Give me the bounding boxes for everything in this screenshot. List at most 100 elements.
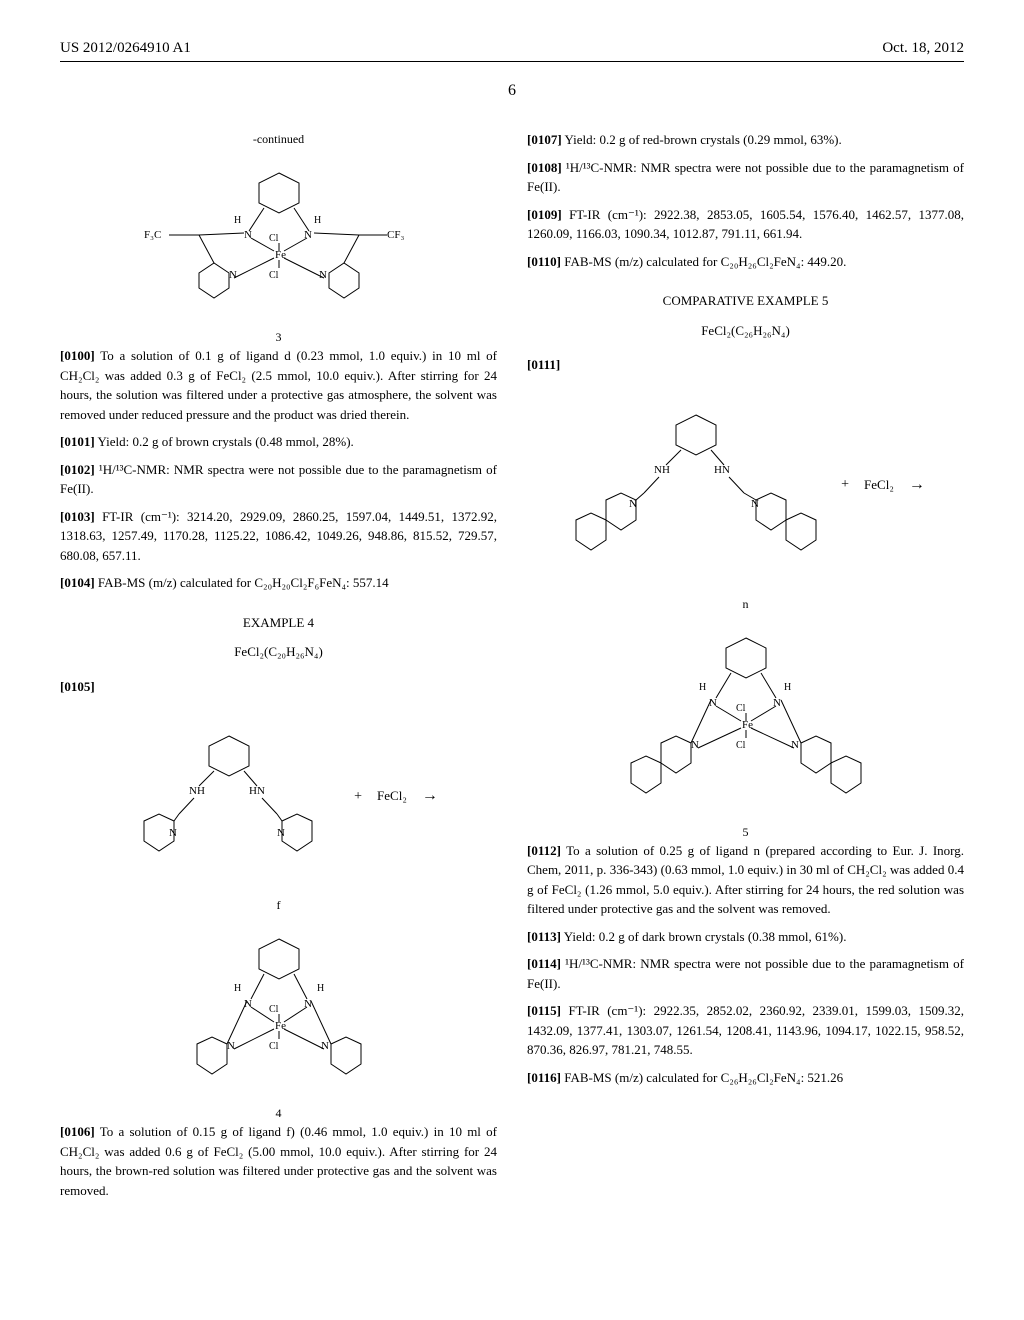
left-column: -continued Fe Cl Cl N N N N H H xyxy=(60,130,497,1208)
paragraph-0103: [0103] FT-IR (cm⁻¹): 3214.20, 2929.09, 2… xyxy=(60,507,497,566)
reaction-arrow-icon: → xyxy=(909,473,925,497)
para-number: [0101] xyxy=(60,434,95,449)
svg-text:N: N xyxy=(229,269,237,281)
para-number: [0107] xyxy=(527,132,562,147)
para-text: FT-IR (cm⁻¹): 2922.35, 2852.02, 2360.92,… xyxy=(527,1003,964,1057)
publication-date: Oct. 18, 2012 xyxy=(882,40,964,57)
svg-text:Cl: Cl xyxy=(269,233,279,244)
structure-3-label: 3 xyxy=(60,328,497,346)
para-text: FT-IR (cm⁻¹): 3214.20, 2929.09, 2860.25,… xyxy=(60,509,497,563)
paragraph-0111: [0111] xyxy=(527,355,964,375)
plus-sign: + xyxy=(354,786,362,807)
structure-4-label: 4 xyxy=(60,1104,497,1122)
plus-sign: + xyxy=(841,474,849,495)
para-number: [0102] xyxy=(60,462,95,477)
paragraph-0105: [0105] xyxy=(60,677,497,697)
svg-text:Cl: Cl xyxy=(269,1004,279,1015)
para-number: [0114] xyxy=(527,956,561,971)
svg-text:NH: NH xyxy=(654,464,670,476)
reagent-fecl2: FeCl₂ xyxy=(864,475,894,495)
svg-text:NH: NH xyxy=(189,785,205,797)
para-text: ¹H/¹³C-NMR: NMR spectra were not possibl… xyxy=(60,462,497,497)
publication-number: US 2012/0264910 A1 xyxy=(60,40,191,57)
para-text: Yield: 0.2 g of brown crystals (0.48 mmo… xyxy=(97,434,353,449)
svg-text:N: N xyxy=(169,827,177,839)
para-number: [0108] xyxy=(527,160,562,175)
paragraph-0110: [0110] FAB-MS (m/z) calculated for C₂₀H₂… xyxy=(527,252,964,272)
svg-text:H: H xyxy=(784,682,791,693)
paragraph-0100: [0100] To a solution of 0.1 g of ligand … xyxy=(60,346,497,424)
para-text: ¹H/¹³C-NMR: NMR spectra were not possibl… xyxy=(527,956,964,991)
para-text: To a solution of 0.1 g of ligand d (0.23… xyxy=(60,348,497,422)
right-column: [0107] Yield: 0.2 g of red-brown crystal… xyxy=(527,130,964,1208)
para-text: FAB-MS (m/z) calculated for C₂₀H₂₀Cl₂F₆F… xyxy=(98,575,389,590)
para-text: FT-IR (cm⁻¹): 2922.38, 2853.05, 1605.54,… xyxy=(527,207,964,242)
para-number: [0110] xyxy=(527,254,561,269)
svg-text:CF₃: CF₃ xyxy=(387,229,404,241)
para-number: [0116] xyxy=(527,1070,561,1085)
reaction-scheme-4: NH HN N N + xyxy=(60,711,497,881)
svg-text:HN: HN xyxy=(249,785,265,797)
svg-text:N: N xyxy=(319,269,327,281)
paragraph-0113: [0113] Yield: 0.2 g of dark brown crysta… xyxy=(527,927,964,947)
para-text: FAB-MS (m/z) calculated for C₂₀H₂₆Cl₂FeN… xyxy=(564,254,846,269)
svg-text:Cl: Cl xyxy=(736,703,746,714)
svg-text:H: H xyxy=(699,682,706,693)
para-number: [0105] xyxy=(60,679,95,694)
para-number: [0111] xyxy=(527,357,560,372)
para-number: [0103] xyxy=(60,509,95,524)
paragraph-0109: [0109] FT-IR (cm⁻¹): 2922.38, 2853.05, 1… xyxy=(527,205,964,244)
svg-text:H: H xyxy=(317,983,324,994)
svg-text:H: H xyxy=(234,983,241,994)
comparative-example-5-title: COMPARATIVE EXAMPLE 5 xyxy=(527,291,964,311)
example-4-title: EXAMPLE 4 xyxy=(60,613,497,633)
chemical-structure-3: Fe Cl Cl N N N N H H xyxy=(60,163,497,313)
svg-text:H: H xyxy=(314,215,321,226)
para-number: [0112] xyxy=(527,843,561,858)
paragraph-0106: [0106] To a solution of 0.15 g of ligand… xyxy=(60,1122,497,1200)
two-column-layout: -continued Fe Cl Cl N N N N H H xyxy=(60,130,964,1208)
svg-text:N: N xyxy=(791,739,799,751)
svg-text:N: N xyxy=(709,697,717,709)
chemical-structure-5: Fe Cl Cl N N N N H H xyxy=(527,628,964,808)
svg-text:Cl: Cl xyxy=(269,1041,279,1052)
para-number: [0100] xyxy=(60,348,95,363)
para-number: [0106] xyxy=(60,1124,95,1139)
svg-text:Cl: Cl xyxy=(736,740,746,751)
comparative-example-5-formula: FeCl₂(C₂₆H₂₆N₄) xyxy=(527,321,964,341)
para-number: [0104] xyxy=(60,575,95,590)
chemical-structure-4: Fe Cl Cl N N N N H H xyxy=(60,929,497,1089)
svg-text:N: N xyxy=(277,827,285,839)
para-text: ¹H/¹³C-NMR: NMR spectra were not possibl… xyxy=(527,160,964,195)
svg-text:F₃C: F₃C xyxy=(144,229,161,241)
page-number: 6 xyxy=(60,82,964,100)
para-text: To a solution of 0.25 g of ligand n (pre… xyxy=(527,843,964,917)
para-text: Yield: 0.2 g of dark brown crystals (0.3… xyxy=(564,929,847,944)
structure-f-label: f xyxy=(60,896,497,914)
structure-n-label: n xyxy=(527,595,964,613)
svg-text:N: N xyxy=(244,229,252,241)
svg-text:H: H xyxy=(234,215,241,226)
paragraph-0112: [0112] To a solution of 0.25 g of ligand… xyxy=(527,841,964,919)
para-number: [0109] xyxy=(527,207,562,222)
structure-5-label: 5 xyxy=(527,823,964,841)
reagent-fecl2: FeCl₂ xyxy=(377,786,407,806)
paragraph-0104: [0104] FAB-MS (m/z) calculated for C₂₀H₂… xyxy=(60,573,497,593)
paragraph-0102: [0102] ¹H/¹³C-NMR: NMR spectra were not … xyxy=(60,460,497,499)
example-4-formula: FeCl₂(C₂₀H₂₆N₄) xyxy=(60,642,497,662)
para-text: To a solution of 0.15 g of ligand f) (0.… xyxy=(60,1124,497,1198)
paragraph-0101: [0101] Yield: 0.2 g of brown crystals (0… xyxy=(60,432,497,452)
chemical-structure-f: NH HN N N xyxy=(119,726,339,866)
paragraph-0108: [0108] ¹H/¹³C-NMR: NMR spectra were not … xyxy=(527,158,964,197)
svg-text:HN: HN xyxy=(714,464,730,476)
reaction-arrow-icon: → xyxy=(422,784,438,808)
para-number: [0113] xyxy=(527,929,561,944)
svg-text:Cl: Cl xyxy=(269,270,279,281)
para-text: Yield: 0.2 g of red-brown crystals (0.29… xyxy=(564,132,841,147)
svg-text:N: N xyxy=(321,1040,329,1052)
paragraph-0116: [0116] FAB-MS (m/z) calculated for C₂₆H₂… xyxy=(527,1068,964,1088)
paragraph-0115: [0115] FT-IR (cm⁻¹): 2922.35, 2852.02, 2… xyxy=(527,1001,964,1060)
reaction-scheme-5: NH HN N N xyxy=(527,390,964,580)
chemical-structure-n: NH HN N N xyxy=(566,405,826,565)
paragraph-0114: [0114] ¹H/¹³C-NMR: NMR spectra were not … xyxy=(527,954,964,993)
